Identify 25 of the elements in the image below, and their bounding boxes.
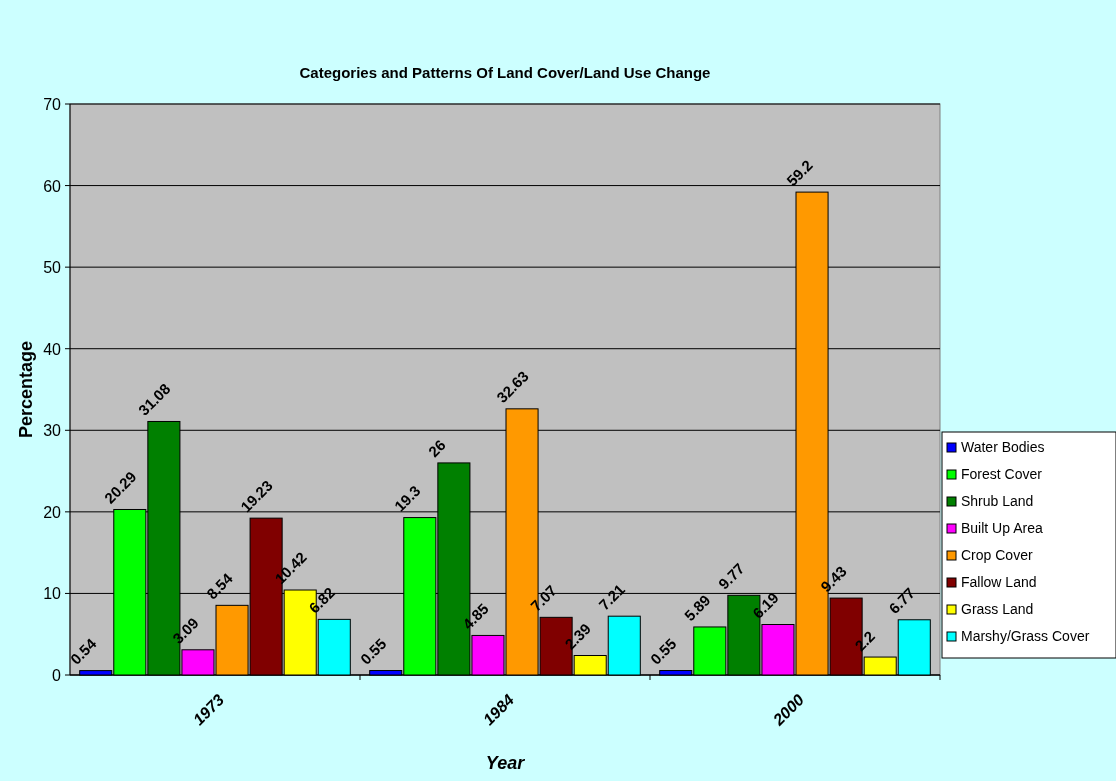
data-label: 26 — [424, 436, 449, 461]
y-tick-label: 50 — [43, 259, 62, 277]
y-tick-label: 60 — [43, 177, 62, 195]
data-label: 2.2 — [851, 627, 879, 655]
x-axis-title: Year — [485, 753, 526, 773]
legend-label: Crop Cover — [961, 547, 1033, 563]
chart-title: Categories and Patterns Of Land Cover/Land Use Change — [299, 64, 711, 81]
data-label: 6.19 — [749, 588, 782, 622]
y-tick-label: 20 — [43, 503, 62, 521]
data-label: 5.89 — [680, 591, 714, 625]
y-tick-label: 70 — [43, 96, 62, 113]
legend-label: Grass Land — [961, 601, 1034, 617]
legend-label: Forest Cover — [961, 466, 1043, 482]
y-tick-label: 10 — [43, 585, 62, 603]
data-label: 6.82 — [305, 583, 338, 617]
legend-label: Shrub Land — [961, 493, 1034, 509]
legend-label: Fallow Land — [961, 574, 1037, 590]
y-tick-label: 40 — [43, 340, 62, 358]
y-tick-label: 0 — [52, 667, 62, 684]
legend-label: Water Bodies — [961, 439, 1045, 455]
y-axis-title: Percentage — [16, 340, 36, 439]
legend-label: Marshy/Grass Cover — [961, 628, 1090, 644]
legend-label: Built Up Area — [961, 520, 1043, 536]
data-label: 7.21 — [595, 580, 628, 614]
y-tick-label: 30 — [43, 422, 62, 440]
